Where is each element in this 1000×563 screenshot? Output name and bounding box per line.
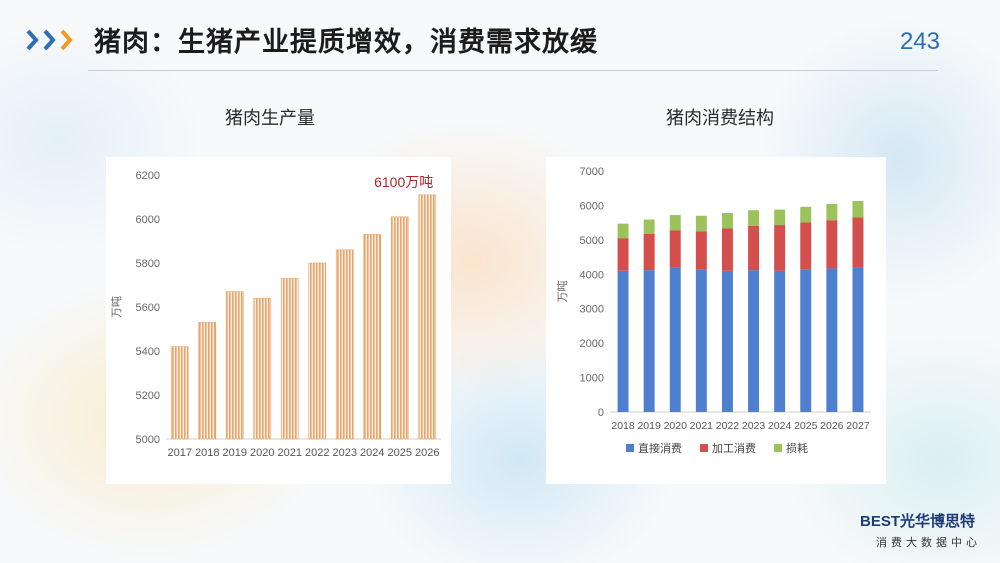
x-tick-label: 2021 — [690, 420, 714, 432]
bar-segment — [826, 204, 838, 221]
consumption-chart-title: 猪肉消费结构 — [666, 108, 774, 129]
header-divider — [88, 70, 938, 71]
x-tick-label: 2023 — [742, 420, 766, 432]
bar-segment — [852, 200, 864, 218]
bar-segment — [695, 215, 707, 232]
bar-segment — [800, 206, 812, 223]
legend-label: 直接消费 — [638, 441, 682, 455]
legend-swatch — [774, 444, 782, 452]
bar — [198, 322, 217, 440]
bar-segment — [721, 270, 733, 412]
y-axis-label: 万吨 — [110, 296, 123, 318]
x-tick-label: 2020 — [250, 447, 274, 459]
legend-swatch — [700, 444, 708, 452]
production-chart-panel: 5000 5200 5400 5600 5800 6000 6200 万吨 2017 2018 20… — [106, 157, 451, 484]
bar-segment — [826, 220, 838, 269]
x-tick-label: 2022 — [305, 447, 329, 459]
x-tick-label: 2017 — [168, 447, 192, 459]
bar-segment — [800, 222, 812, 270]
legend-swatch — [626, 444, 634, 452]
legend-label: 损耗 — [786, 441, 808, 455]
x-tick-label: 2024 — [768, 420, 792, 432]
bar-segment — [800, 269, 812, 412]
bar-segment — [852, 267, 864, 412]
x-tick-label: 2026 — [820, 420, 844, 432]
x-tick-label: 2022 — [716, 420, 740, 432]
bar — [170, 346, 189, 440]
bar-segment — [695, 269, 707, 412]
brand-logo: BEST光华博思特 消费大数据中心 — [860, 510, 990, 554]
x-tick-label: 2018 — [611, 420, 635, 432]
x-tick-label: 2027 — [846, 420, 870, 432]
bar-segment — [617, 223, 629, 239]
y-tick-label: 0 — [598, 407, 604, 419]
y-tick-label: 2000 — [580, 338, 604, 350]
bar-segment — [774, 225, 786, 271]
bar — [280, 278, 299, 440]
y-tick-label: 5200 — [136, 390, 160, 402]
bar-segment — [695, 231, 707, 270]
bar — [418, 194, 437, 440]
y-tick-label: 5800 — [136, 258, 160, 270]
logo-sub-text: 消费大数据中心 — [876, 536, 981, 549]
y-tick-label: 5600 — [136, 302, 160, 314]
y-tick-label: 6200 — [136, 170, 160, 182]
triple-chevron-right-icon — [26, 29, 73, 51]
x-tick-label: 2019 — [637, 420, 661, 432]
bar-segment — [669, 215, 681, 231]
logo-main-text: BEST光华博思特 — [860, 513, 976, 530]
bar — [225, 291, 244, 440]
bar-segment — [748, 270, 760, 412]
production-bar-chart: 5000 5200 5400 5600 5800 6000 6200 万吨 2017 2018 20… — [110, 170, 441, 459]
bar-segment — [643, 270, 655, 412]
bar-segment — [643, 234, 655, 271]
y-tick-label: 6000 — [136, 214, 160, 226]
legend-label: 加工消费 — [712, 441, 756, 455]
x-tick-label: 2018 — [195, 447, 219, 459]
x-tick-label: 2026 — [415, 447, 439, 459]
bar-segment — [669, 267, 681, 412]
slide-header: 猪肉：生猪产业提质增效，消费需求放缓 243 — [0, 0, 1000, 72]
bar-segment — [669, 230, 681, 268]
y-tick-label: 1000 — [580, 373, 604, 385]
bar-segment — [748, 210, 760, 226]
bar-segment — [852, 217, 864, 268]
bar — [335, 249, 354, 440]
x-tick-label: 2023 — [333, 447, 357, 459]
y-tick-label: 5000 — [580, 235, 604, 247]
y-tick-label: 7000 — [580, 166, 604, 178]
bar-segment — [774, 209, 786, 226]
y-tick-label: 5000 — [136, 434, 160, 446]
bar — [253, 297, 272, 440]
bar-segment — [721, 213, 733, 229]
x-tick-label: 2021 — [278, 447, 302, 459]
bar — [363, 234, 382, 440]
x-tick-label: 2019 — [223, 447, 247, 459]
bar-segment — [643, 219, 655, 235]
bar-segment — [617, 270, 629, 412]
bar-segment — [826, 268, 838, 412]
bar — [308, 262, 327, 440]
slide-title: 猪肉：生猪产业提质增效，消费需求放缓 — [94, 27, 598, 58]
y-tick-label: 4000 — [580, 269, 604, 281]
x-tick-label: 2020 — [664, 420, 688, 432]
x-tick-label: 2025 — [388, 447, 412, 459]
bar-segment — [748, 225, 760, 271]
bar — [390, 216, 409, 440]
y-tick-label: 6000 — [580, 200, 604, 212]
production-chart-title: 猪肉生产量 — [225, 108, 315, 129]
bar-segment — [617, 238, 629, 271]
x-tick-label: 2025 — [794, 420, 818, 432]
bar-segment — [721, 228, 733, 271]
y-axis-label: 万吨 — [556, 281, 569, 303]
y-tick-label: 3000 — [580, 304, 604, 316]
data-label-annotation: 6100万吨 — [374, 174, 433, 190]
page-number: 243 — [899, 28, 940, 55]
x-tick-label: 2024 — [360, 447, 384, 459]
bar-segment — [774, 270, 786, 412]
y-tick-label: 5400 — [136, 346, 160, 358]
consumption-chart-panel: 0 1000 2000 3000 4000 5000 6000 7000 万吨 2018 2019 2… — [546, 157, 886, 484]
